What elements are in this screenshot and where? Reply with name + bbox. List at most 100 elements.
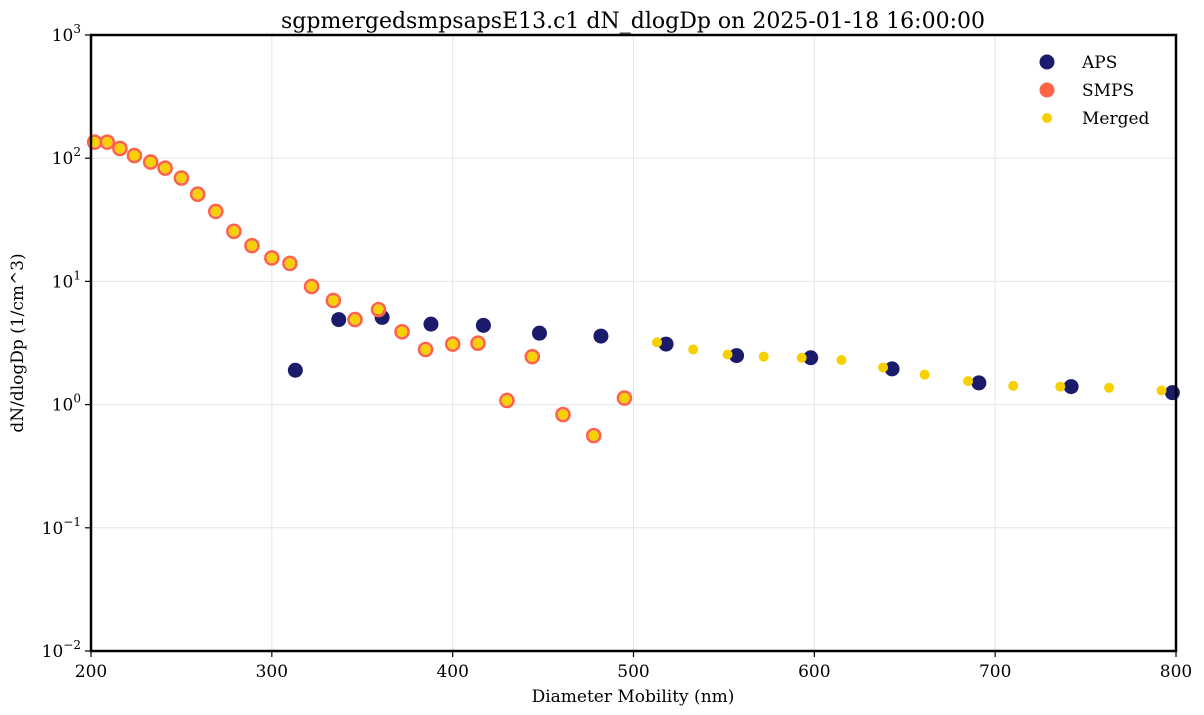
merged-point [1008,380,1019,391]
smps-point [555,406,571,423]
smps-point [347,311,363,328]
merged-point [527,351,538,362]
merged-point [1055,381,1066,392]
legend: APS SMPS Merged [1039,53,1150,129]
smps-point [142,154,159,170]
smps-point [226,223,242,240]
aps-point [331,312,347,328]
smps-point [585,427,602,444]
x-tick-label: 400 [436,662,468,682]
merged-point [129,150,140,161]
legend-marker-merged [1042,113,1052,123]
merged-point [836,355,847,366]
merged-point [373,304,384,315]
smps-point [244,237,260,254]
merged-point [501,395,512,406]
smps-point [173,170,190,186]
y-axis-label: dN/dlogDp (1/cm^3) [8,253,28,432]
smps-point [394,323,410,340]
aps-point [658,336,674,352]
merged-point [1104,382,1115,393]
legend-label-aps: APS [1081,53,1117,73]
x-tick-label: 600 [798,662,830,682]
x-tick-label: 200 [75,662,107,682]
aps-point [287,362,303,378]
y-tick-label: 101 [52,268,81,292]
merged-point [758,351,769,362]
y-tick-label: 10−2 [42,638,81,662]
y-axis-ticks: 10−2 10−1 100 101 102 103 [42,22,91,662]
merged-point [397,326,408,337]
legend-label-merged: Merged [1082,109,1150,129]
smps-point [524,348,541,365]
aps-point [475,317,491,333]
merged-point [102,137,113,148]
legend-marker-aps [1039,54,1055,70]
legend-label-smps: SMPS [1082,81,1134,101]
legend-marker-smps [1039,82,1055,98]
merged-point [420,344,431,355]
merged-point [160,163,171,174]
smps-point [499,392,515,409]
smps-point [282,255,298,272]
x-tick-label: 700 [979,662,1011,682]
x-axis-ticks: 200 300 400 500 600 700 800 [75,651,1192,682]
data-points [86,134,1180,444]
smps-point [325,292,342,309]
smps-point [126,147,143,164]
aps-point [971,375,987,391]
smps-point [99,134,116,150]
aps-point [729,348,745,364]
merged-point [176,173,187,184]
merged-point [722,349,733,360]
smps-point [189,186,206,203]
aps-point [884,361,900,377]
merged-point [796,352,807,363]
smps-point [112,140,128,157]
merged-point [588,430,599,441]
y-tick-label: 103 [52,22,81,46]
aps-point [423,316,439,332]
merged-point [266,252,277,263]
aps-point [593,328,609,344]
smps-point [303,278,320,295]
merged-point [652,337,663,348]
smps-point [470,335,486,352]
smps-point [444,336,461,352]
aps-point [1063,379,1079,395]
merged-point [306,281,317,292]
aps-point [1164,385,1180,401]
x-tick-label: 500 [617,662,649,682]
merged-point [145,157,156,168]
merged-point [472,338,483,349]
merged-point [878,362,889,373]
merged-point [619,393,630,404]
y-tick-label: 10−1 [42,515,81,539]
aps-point [803,350,819,366]
merged-point [557,409,568,420]
chart-title: sgpmergedsmpsapsE13.c1 dN_dlogDp on 2025… [281,9,985,34]
smps-point [157,160,173,176]
grid-lines [91,35,1176,651]
merged-point [963,376,974,387]
x-tick-label: 800 [1160,662,1192,682]
smps-point [370,301,387,318]
merged-point [350,314,361,325]
merged-point [688,344,699,355]
smps-point [417,341,434,358]
x-axis-label: Diameter Mobility (nm) [532,687,735,707]
merged-point [328,295,339,306]
merged-point [447,339,458,350]
merged-point [284,258,295,269]
smps-point [207,203,224,220]
merged-point [114,143,125,154]
x-tick-label: 300 [256,662,288,682]
y-tick-label: 100 [52,392,81,416]
merged-point [192,189,203,200]
smps-point [264,250,280,266]
merged-point [210,206,221,217]
y-tick-label: 102 [52,145,81,169]
merged-point [228,226,239,237]
smps-point [616,390,633,406]
